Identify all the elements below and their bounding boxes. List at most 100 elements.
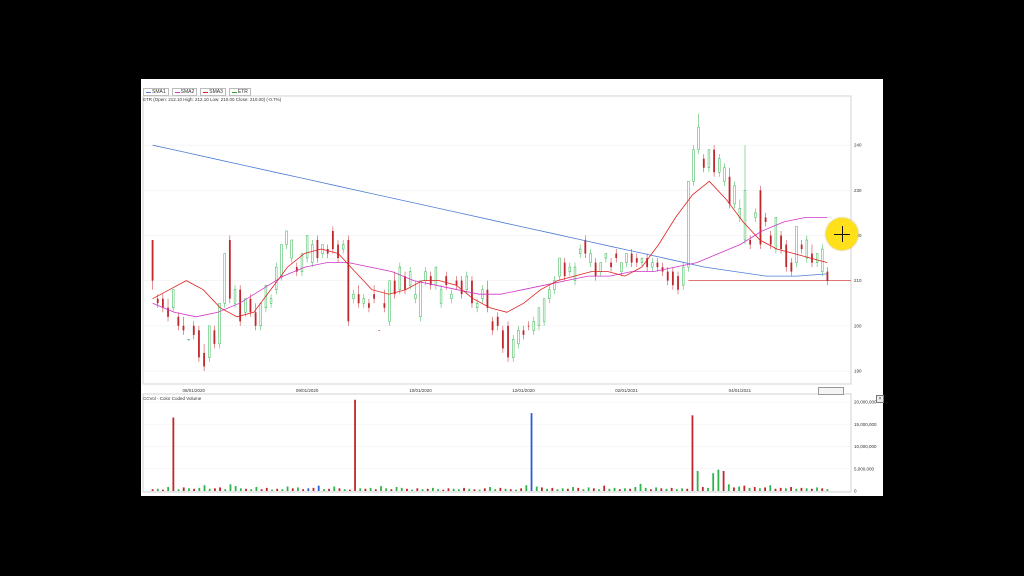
- volume-bar: [328, 488, 330, 491]
- volume-bar: [743, 485, 746, 491]
- legend-item-sma3[interactable]: SMA3: [200, 88, 226, 96]
- volume-bar: [374, 489, 377, 491]
- candle: [532, 321, 535, 331]
- volume-bar: [582, 489, 585, 491]
- volume-bar: [203, 485, 206, 491]
- candle: [326, 249, 329, 254]
- candle: [249, 298, 252, 313]
- volume-bar: [686, 488, 689, 491]
- volume-bar: [644, 487, 647, 491]
- candle: [373, 294, 375, 299]
- candle: [800, 244, 803, 250]
- volume-bar: [634, 486, 637, 491]
- volume-bar: [385, 488, 388, 491]
- candle: [692, 149, 695, 182]
- volume-tick-label: 15,000,000: [854, 422, 877, 427]
- candle: [610, 262, 612, 268]
- volume-tick-label: 5,000,000: [854, 466, 875, 471]
- candle: [161, 298, 164, 308]
- candle: [702, 158, 705, 168]
- volume-bar: [624, 488, 626, 491]
- candle: [738, 208, 741, 218]
- volume-bar: [577, 487, 580, 491]
- candle: [156, 298, 159, 304]
- volume-bar: [167, 486, 170, 491]
- volume-bar: [317, 485, 320, 491]
- volume-bar: [260, 489, 263, 491]
- volume-bar: [805, 488, 808, 491]
- volume-bar: [416, 488, 419, 491]
- volume-bar: [457, 489, 460, 491]
- date-tick-label: 09/01/2020: [296, 388, 319, 393]
- candle: [388, 280, 391, 322]
- volume-grid: [143, 401, 851, 492]
- candle: [579, 248, 582, 254]
- candle: [455, 280, 458, 286]
- candle: [563, 262, 566, 277]
- legend-item-sma2[interactable]: SMA2: [171, 88, 198, 96]
- volume-bar: [400, 487, 403, 491]
- legend-label-sma3: SMA3: [209, 89, 223, 95]
- volume-bar: [499, 487, 502, 491]
- volume-bar: [821, 488, 824, 491]
- volume-bar: [156, 488, 159, 491]
- candle: [517, 330, 520, 345]
- candle: [769, 235, 772, 245]
- candle: [558, 257, 561, 277]
- candle: [589, 253, 592, 263]
- crosshair-cursor-icon: [826, 218, 858, 250]
- candle: [573, 266, 577, 281]
- candle: [805, 239, 808, 259]
- date-tick-label: 08/01/2020: [183, 388, 206, 393]
- volume-bar: [810, 488, 813, 491]
- volume-bar: [779, 487, 782, 491]
- volume-bar: [478, 489, 481, 491]
- candle: [295, 267, 298, 272]
- volume-bar: [437, 489, 439, 491]
- legend-item-etr[interactable]: ETR: [228, 88, 251, 96]
- scroll-thumb[interactable]: [818, 387, 844, 395]
- candle: [305, 235, 309, 259]
- volume-bar: [364, 488, 367, 491]
- volume-tick-label: 0: [854, 489, 857, 494]
- volume-bar: [790, 486, 792, 491]
- volume-bar: [681, 488, 683, 491]
- candle: [584, 240, 587, 254]
- volume-bars: [151, 399, 829, 491]
- volume-bar: [660, 488, 663, 491]
- legend-item-sma1[interactable]: SMA1: [143, 88, 169, 96]
- volume-bar: [406, 488, 408, 491]
- candle: [445, 276, 448, 286]
- candle: [548, 289, 551, 299]
- volume-bar: [525, 485, 528, 491]
- price-tick-label: 220: [854, 233, 862, 238]
- candle: [542, 298, 546, 322]
- candle: [285, 230, 288, 245]
- volume-bar: [271, 489, 273, 491]
- volume-bar: [561, 488, 564, 491]
- volume-bar: [629, 488, 632, 491]
- volume-bar: [286, 486, 289, 491]
- close-icon[interactable]: ×: [876, 395, 884, 403]
- candle: [378, 330, 381, 332]
- volume-bar: [390, 489, 393, 491]
- candle: [723, 167, 726, 182]
- volume-bar: [348, 489, 351, 491]
- candle: [682, 266, 685, 286]
- volume-bar: [483, 488, 486, 491]
- candle: [275, 266, 278, 290]
- indicator-legend: SMA1 SMA2 SMA3 ETR: [143, 88, 251, 96]
- volume-bar: [291, 488, 294, 491]
- candle: [507, 325, 509, 358]
- volume-bar: [655, 487, 658, 491]
- price-panel[interactable]: 240 230 220 210 200 190 08/01/2020 09/01/2020 1…: [142, 95, 862, 393]
- volume-bar: [239, 488, 242, 491]
- volume-panel[interactable]: 20,000,000 15,000,000 10,000,000 5,000,000 0: [142, 393, 877, 494]
- candle: [244, 298, 247, 313]
- volume-bar: [172, 417, 175, 491]
- volume-bar: [541, 487, 543, 491]
- candle: [182, 325, 185, 331]
- volume-bar: [151, 489, 154, 491]
- volume-bar: [504, 488, 507, 491]
- candle: [785, 244, 788, 268]
